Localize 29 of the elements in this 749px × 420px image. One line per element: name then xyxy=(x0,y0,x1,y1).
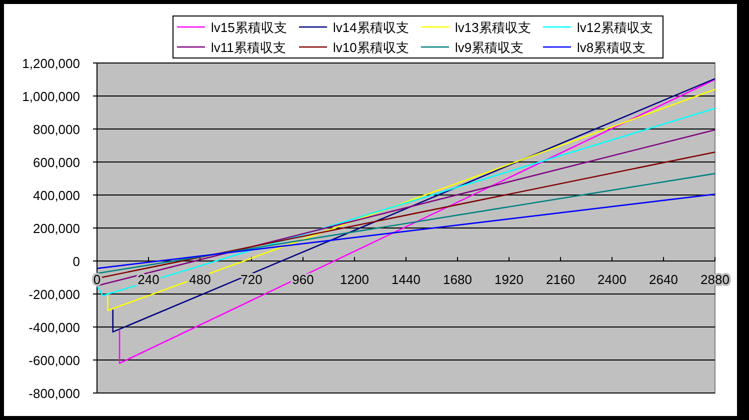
legend-label: lv10累積収支 xyxy=(333,40,409,55)
x-tick-label: 1200 xyxy=(340,272,369,287)
x-tick-label: 1680 xyxy=(443,272,472,287)
legend-label: lv15累積収支 xyxy=(211,20,287,35)
legend-label: lv13累積収支 xyxy=(455,20,531,35)
y-tick-label: -600,000 xyxy=(28,353,80,368)
legend-label: lv11累積収支 xyxy=(211,40,286,55)
y-tick-label: -800,000 xyxy=(28,386,80,401)
y-tick-label: -200,000 xyxy=(28,287,80,302)
x-tick-label: 2640 xyxy=(649,272,678,287)
x-tick-label: 2880 xyxy=(700,272,730,287)
legend-label: lv9累積収支 xyxy=(455,40,524,55)
y-tick-label: 600,000 xyxy=(33,155,80,170)
x-tick-label: 2400 xyxy=(598,272,626,287)
x-tick-label: 2160 xyxy=(546,272,575,287)
legend-label: lv8累積収支 xyxy=(577,40,646,55)
y-tick-label: 0 xyxy=(72,254,80,269)
y-tick-label: 1,000,000 xyxy=(22,89,80,104)
legend-label: lv14累積収支 xyxy=(333,20,409,35)
x-tick-label: 1440 xyxy=(392,272,420,287)
x-tick-label: 1920 xyxy=(494,272,524,287)
y-tick-label: -400,000 xyxy=(28,320,80,335)
legend-label: lv12累積収支 xyxy=(577,20,653,35)
y-tick-label: 200,000 xyxy=(33,221,80,236)
y-tick-label: 800,000 xyxy=(33,122,80,137)
x-tick-label: 720 xyxy=(240,272,262,287)
y-tick-label: 400,000 xyxy=(33,188,80,203)
y-tick-label: 1,200,000 xyxy=(22,56,80,71)
x-tick-label: 960 xyxy=(292,272,314,287)
